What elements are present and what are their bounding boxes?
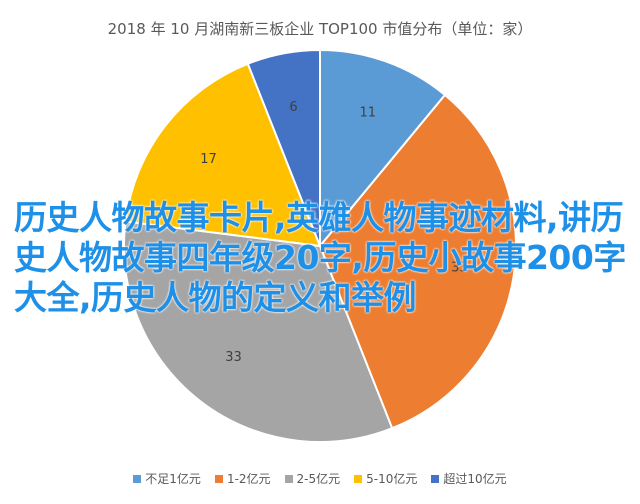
pie-slice-under-100m [319, 48, 447, 249]
pie-slice-500m-1b [124, 62, 322, 248]
data-label-200m-500m: 33 [225, 350, 242, 365]
chart-title: 2018 年 10 月湖南新三板企业 TOP100 市值分布（单位：家） [107, 20, 533, 38]
data-label-500m-1b: 17 [200, 152, 217, 167]
legend-label: 2-5亿元 [296, 472, 341, 486]
pie-slice-100m-200m [318, 93, 517, 430]
legend-label: 1-2亿元 [226, 472, 271, 486]
legend-label: 5-10亿元 [366, 472, 418, 486]
chart-legend: 不足1亿元 1-2亿元 2-5亿元 5-10亿元 超过10亿元 [0, 470, 640, 487]
data-label-over-1b: 6 [289, 100, 297, 115]
legend-swatch [431, 474, 440, 483]
overlay-text: 历史人物故事卡片,英雄人物事迹材料,讲历史人物故事四年级20字,历史小故事200… [14, 198, 626, 317]
legend-swatch [214, 474, 223, 483]
legend-item-200m-500m: 2-5亿元 [284, 470, 341, 487]
legend-label: 超过10亿元 [443, 472, 507, 486]
legend-item-under-100m: 不足1亿元 [133, 470, 201, 487]
legend-item-100m-200m: 1-2亿元 [214, 470, 271, 487]
legend-item-over-1b: 超过10亿元 [431, 470, 507, 487]
data-label-under-100m: 11 [360, 106, 377, 121]
legend-swatch [354, 474, 363, 483]
pie-slice-200m-500m [123, 220, 394, 443]
legend-label: 不足1亿元 [145, 472, 201, 486]
pie-slice-over-1b [246, 48, 321, 247]
legend-swatch [133, 474, 142, 483]
data-label-100m-200m: 33 [451, 261, 468, 276]
legend-swatch [284, 474, 293, 483]
pie-chart: 11 33 33 17 6 [123, 48, 517, 443]
legend-item-500m-1b: 5-10亿元 [354, 470, 417, 487]
